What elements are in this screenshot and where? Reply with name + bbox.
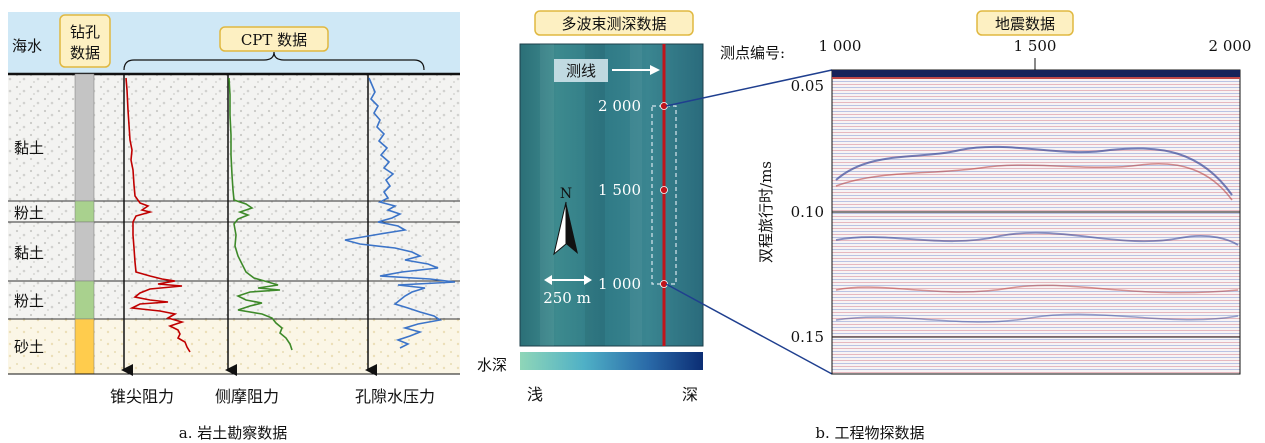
station-marker-1500 [660, 186, 668, 194]
borehole-sand [74, 318, 95, 375]
station-tick-1000: 1 000 [819, 37, 862, 55]
cpt-label-box [219, 26, 329, 52]
north-arrow-icon [566, 202, 578, 254]
scale-bar-left-head [544, 275, 552, 285]
seismic-title: 地震数据 [995, 15, 1055, 33]
ytick-0-10: 0.10 [791, 203, 824, 221]
connector-bottom [665, 283, 833, 375]
bathy-stripe-3 [630, 44, 642, 346]
station-tick-1500: 1 500 [1014, 37, 1057, 55]
connector-top [665, 69, 833, 107]
borehole-label-box [59, 14, 111, 68]
cone-resistance-curve [125, 77, 191, 353]
layer-label-clay-1: 黏土 [14, 139, 44, 157]
borehole-silt-1 [74, 200, 95, 223]
depth-colorbar [520, 352, 703, 370]
layer-label-clay-2: 黏土 [14, 244, 44, 262]
seismic-title-box [976, 10, 1074, 36]
seabed-reflector [832, 70, 1240, 77]
station-label-2000: 2 000 [598, 97, 641, 115]
pore-pressure-label: 孔隙水压力 [355, 387, 435, 406]
station-tick-2000: 2 000 [1209, 37, 1252, 55]
shallow-label: 浅 [527, 385, 543, 404]
bathymetry-map [519, 43, 704, 347]
scale-bar-right-head [584, 275, 592, 285]
multibeam-title-box [534, 10, 694, 36]
survey-line-label-box [554, 59, 608, 82]
station-label-1000: 1 000 [598, 275, 641, 293]
seawater-label: 海水 [12, 37, 42, 55]
survey-line-arrowhead [650, 65, 660, 75]
station-prefix: 测点编号: [720, 44, 785, 62]
borehole-label-line1: 钻孔 [70, 23, 100, 41]
ytick-0-15: 0.15 [791, 328, 824, 346]
borehole-label-line2: 数据 [70, 44, 100, 62]
cpt-label: CPT 数据 [241, 31, 307, 49]
reflector-band-3 [835, 231, 1239, 246]
seismic-panel: 地震数据 测点编号: 1 000 1 500 2 000 0.05 0.10 0… [720, 10, 1252, 442]
sleeve-friction-curve [228, 77, 293, 351]
reflector-band-1 [835, 145, 1233, 196]
sleeve-friction-label: 侧摩阻力 [215, 387, 279, 406]
cone-resistance-label: 锥尖阻力 [110, 387, 174, 406]
borehole-silt-2 [74, 280, 95, 320]
reflector-band-5 [835, 313, 1239, 323]
cpt-brace [123, 51, 425, 71]
layer-label-silt-2: 粉土 [14, 292, 44, 310]
caption-a: a. 岩土勘察数据 [179, 424, 287, 442]
seismic-ylabel: 双程旅行时/ms [757, 161, 775, 263]
north-arrow-icon-half [553, 201, 567, 256]
reflector-band-4 [835, 284, 1239, 294]
reflector-band-2 [835, 163, 1233, 201]
scale-label: 250 m [543, 289, 591, 307]
bathy-stripe-2 [585, 44, 605, 346]
bathy-stripe-1 [540, 44, 554, 346]
geotechnical-panel: 钻孔 数据 海水 CPT 数据 黏土 粉土 黏土 粉土 砂土 锥尖阻力 侧摩阻力… [8, 12, 460, 442]
multibeam-panel: 多波束测深数据 测线 2 000 1 500 1 000 N 250 m 水深 … [477, 10, 833, 404]
layer-label-silt-1: 粉土 [14, 204, 44, 222]
ytick-0-05: 0.05 [791, 77, 824, 95]
station-label-1500: 1 500 [598, 181, 641, 199]
north-label: N [560, 186, 572, 202]
borehole-clay-1 [74, 73, 95, 202]
caption-b: b. 工程物探数据 [815, 424, 924, 442]
depth-legend-label: 水深 [477, 356, 507, 374]
borehole-clay-2 [74, 221, 95, 282]
pore-pressure-curve [344, 77, 456, 349]
multibeam-title: 多波束测深数据 [561, 15, 666, 33]
seabed-reflector-red [832, 77, 1240, 79]
deep-label: 深 [682, 385, 698, 404]
survey-line-label: 测线 [566, 62, 596, 80]
layer-label-sand: 砂土 [14, 338, 44, 356]
seismic-section [831, 69, 1241, 375]
